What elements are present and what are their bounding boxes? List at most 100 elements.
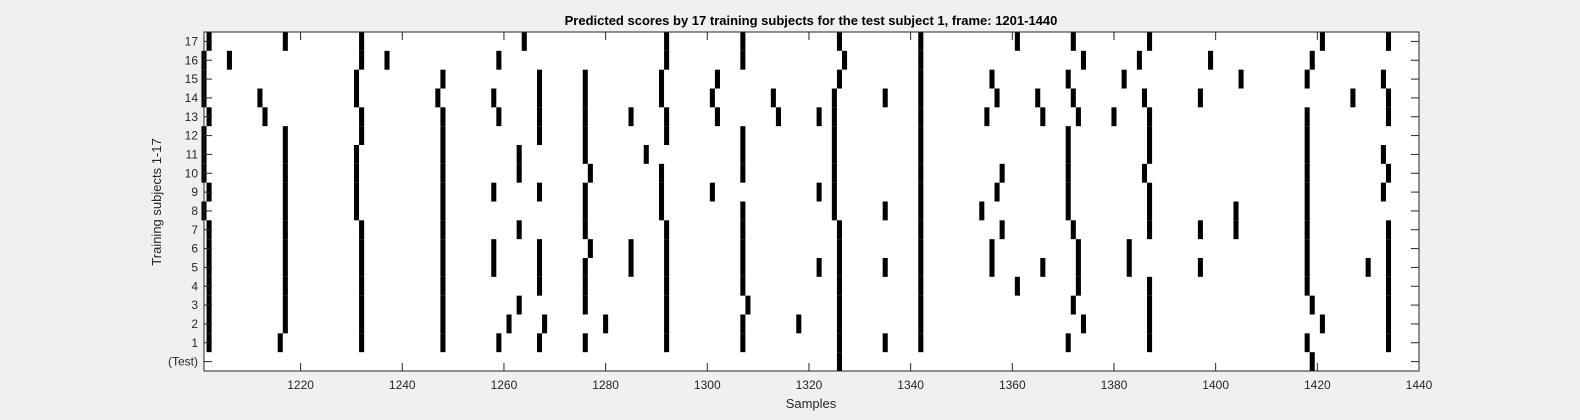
spike-mark <box>664 32 670 51</box>
spike-mark <box>918 163 924 183</box>
spike-mark <box>1065 201 1071 221</box>
spike-mark <box>918 333 924 353</box>
spike-mark <box>842 50 848 70</box>
spike-mark <box>536 258 543 277</box>
spike-mark <box>1147 201 1153 221</box>
spike-mark <box>1385 88 1392 108</box>
spike-mark <box>582 126 588 145</box>
spike-mark <box>536 276 543 296</box>
spike-mark <box>1385 239 1392 258</box>
spike-mark <box>882 333 888 353</box>
spike-mark <box>1126 258 1132 277</box>
spike-mark <box>359 314 365 334</box>
spike-mark <box>1147 220 1153 240</box>
x-tick-label: 1400 <box>1202 378 1229 392</box>
spike-mark <box>918 145 924 164</box>
spike-mark <box>582 276 588 296</box>
spike-mark <box>440 163 446 183</box>
spike-mark <box>435 88 441 108</box>
spike-mark <box>836 314 842 334</box>
spike-mark <box>440 295 446 315</box>
spike-mark <box>664 239 670 258</box>
spike-mark <box>1233 220 1239 240</box>
spike-mark <box>440 145 446 164</box>
spike-mark <box>918 295 924 315</box>
spike-mark <box>1147 295 1153 315</box>
spike-mark <box>1147 32 1153 51</box>
spike-mark <box>664 295 670 315</box>
spike-mark <box>359 126 365 145</box>
spike-mark <box>918 239 924 258</box>
spike-mark <box>1309 295 1315 315</box>
spike-mark <box>587 163 593 183</box>
spike-mark <box>1385 333 1392 353</box>
spike-mark <box>740 201 746 221</box>
spike-mark <box>796 314 802 334</box>
spike-mark <box>384 50 390 70</box>
x-tick-label: 1360 <box>999 378 1026 392</box>
spike-mark <box>1304 333 1310 353</box>
x-tick-label: 1380 <box>1101 378 1128 392</box>
x-axis: 1220 1240 1260 1280 1300 1320 1340 1360 1380 1400… <box>287 32 1433 392</box>
spike-mark <box>440 258 446 277</box>
y-tick-label: 14 <box>185 91 199 105</box>
spike-mark <box>1065 182 1071 202</box>
spike-mark <box>1197 220 1203 240</box>
spike-mark <box>1136 50 1142 70</box>
spike-mark <box>831 182 837 202</box>
spike-mark <box>282 258 288 277</box>
spike-mark <box>740 163 746 183</box>
spike-mark <box>582 107 588 127</box>
spike-mark <box>831 126 837 145</box>
y-tick-label: 6 <box>191 242 198 256</box>
spike-mark <box>740 126 746 145</box>
spike-mark <box>521 32 527 51</box>
spike-mark <box>1070 295 1076 315</box>
spike-mark <box>882 258 888 277</box>
spike-mark <box>1075 258 1081 277</box>
spike-mark <box>918 50 924 70</box>
spike-marks <box>201 32 1392 371</box>
spike-mark <box>440 126 446 145</box>
spike-mark <box>440 107 446 127</box>
x-tick-label: 1320 <box>796 378 823 392</box>
spike-mark <box>1080 314 1087 334</box>
spike-mark <box>989 258 995 277</box>
spike-mark <box>836 295 842 315</box>
spike-mark <box>775 107 781 127</box>
spike-mark <box>1075 239 1081 258</box>
x-tick-label: 1280 <box>592 378 619 392</box>
spike-mark <box>628 258 634 277</box>
spike-mark <box>831 88 837 108</box>
spike-mark <box>582 333 588 353</box>
spike-mark <box>740 239 746 258</box>
spike-mark <box>740 145 746 164</box>
spike-mark <box>359 333 365 353</box>
spike-mark <box>536 333 543 353</box>
spike-mark <box>979 201 985 221</box>
spike-mark <box>1065 333 1071 353</box>
spike-mark <box>582 88 588 108</box>
spike-mark <box>257 88 263 108</box>
spike-mark <box>491 258 497 277</box>
spike-mark <box>440 239 446 258</box>
spike-mark <box>918 182 924 202</box>
spike-mark <box>582 201 588 221</box>
spike-mark <box>1197 88 1203 108</box>
spike-mark <box>440 201 446 221</box>
spike-mark <box>918 32 924 51</box>
spike-mark <box>1065 163 1071 183</box>
spike-mark <box>918 220 924 240</box>
spike-mark <box>496 333 502 353</box>
spike-mark <box>1309 50 1315 70</box>
spike-mark <box>1380 145 1386 164</box>
spike-mark <box>1319 32 1325 51</box>
spike-mark <box>1385 276 1392 296</box>
spike-mark <box>353 145 360 164</box>
spike-mark <box>496 107 502 127</box>
spike-mark <box>440 182 446 202</box>
spike-mark <box>536 239 543 258</box>
spike-mark <box>1304 239 1310 258</box>
spike-mark <box>582 69 588 89</box>
spike-mark <box>628 239 634 258</box>
